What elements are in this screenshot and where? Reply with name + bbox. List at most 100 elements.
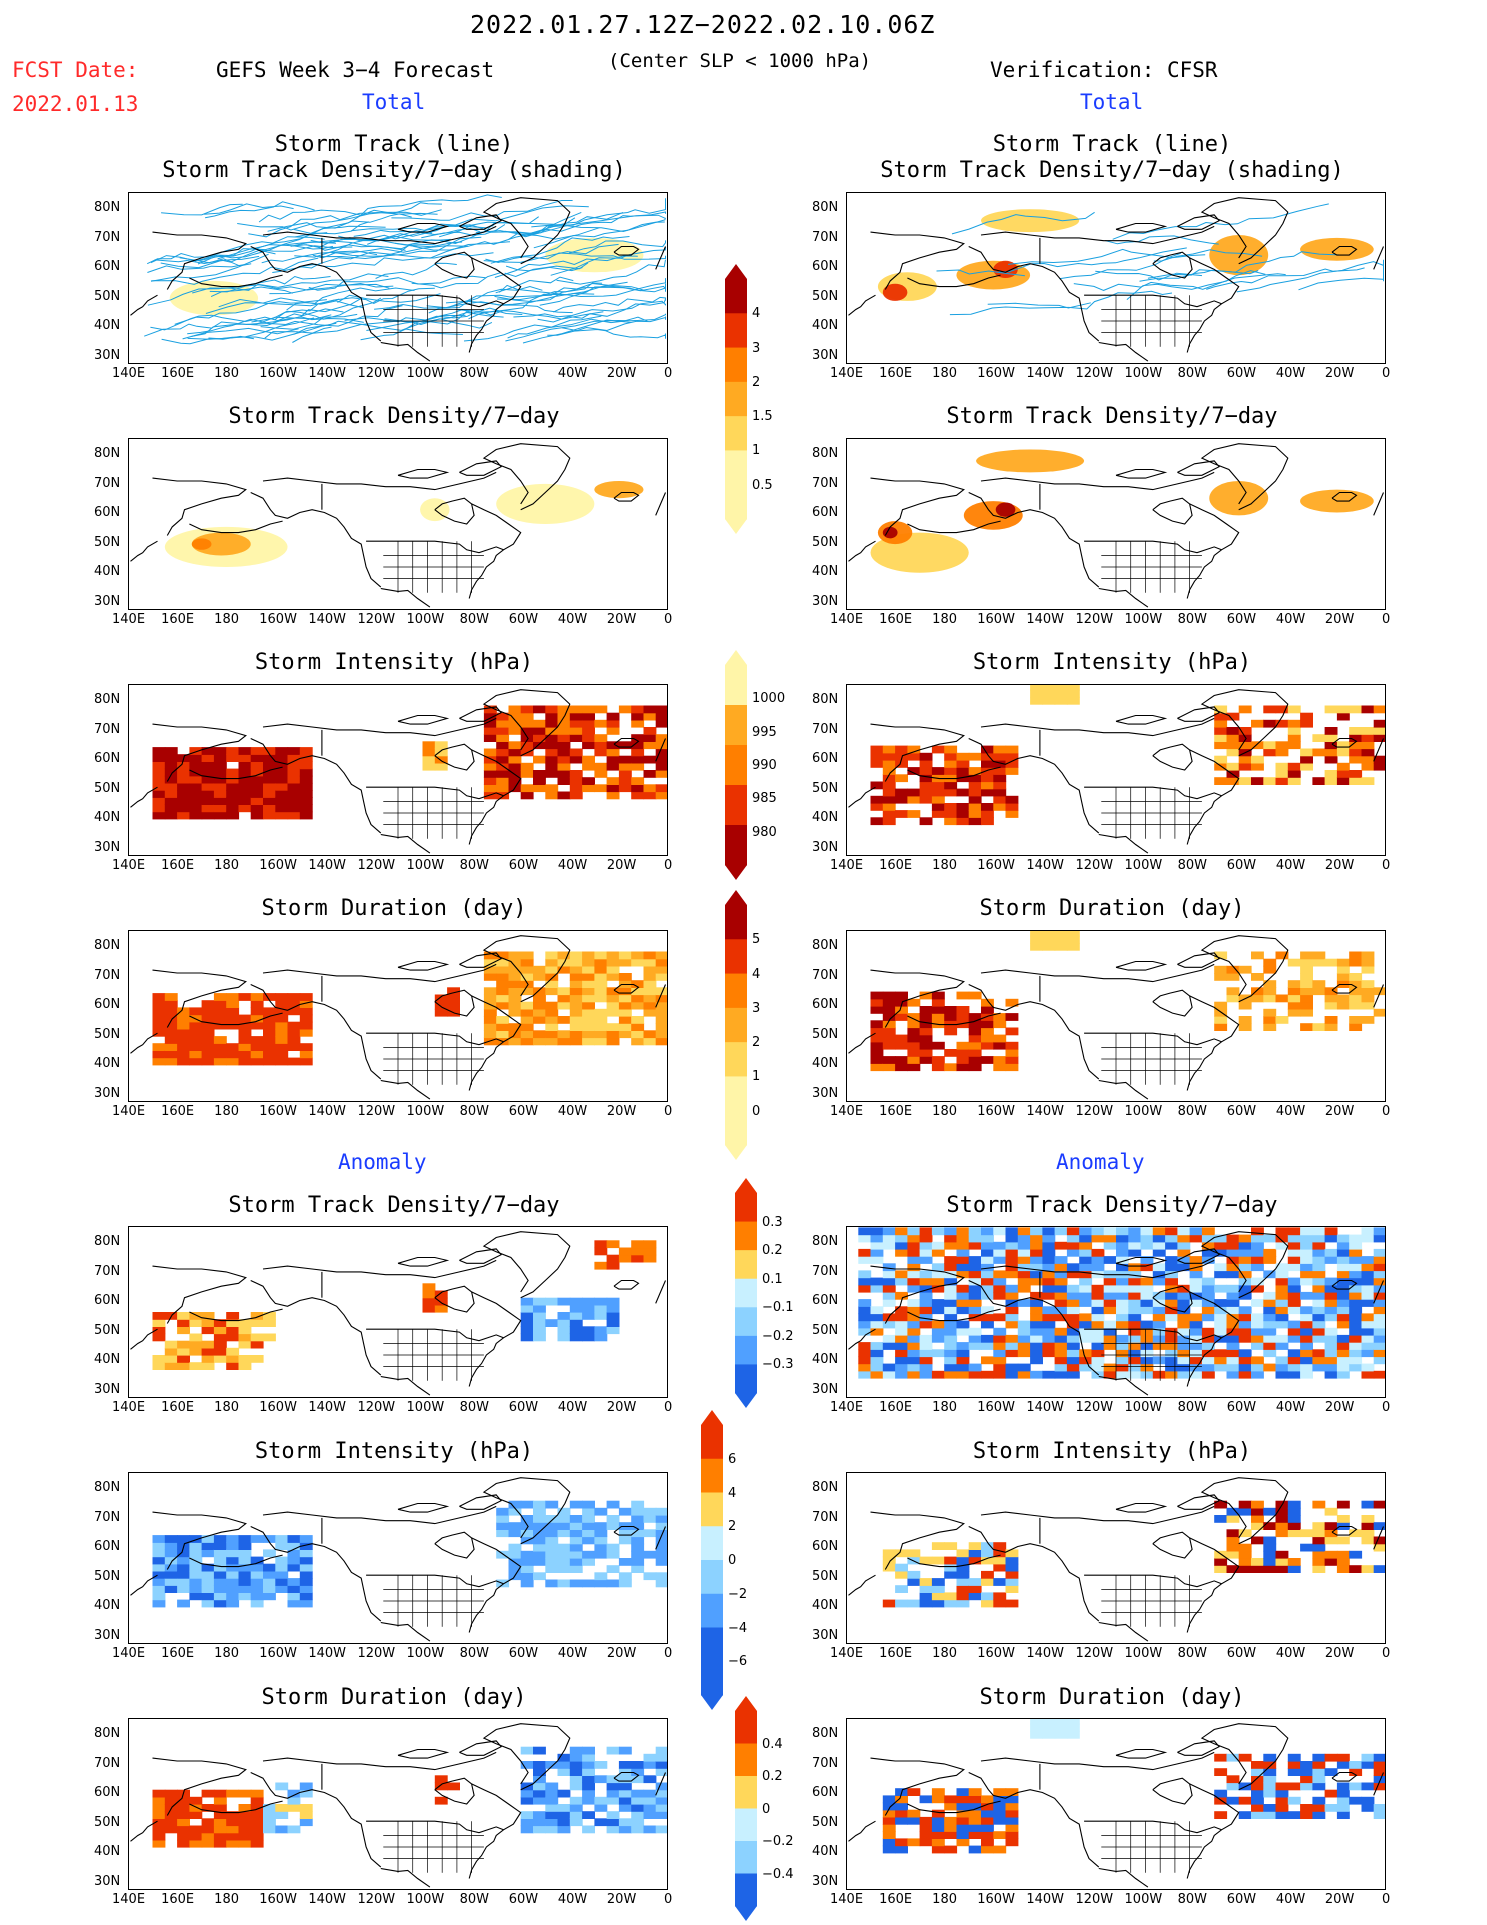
lat-label: 50N [94, 534, 121, 550]
lon-label: 160W [259, 366, 297, 381]
lat-label: 80N [812, 1234, 839, 1249]
lat-label: 40N [94, 1598, 121, 1613]
lon-label: 140W [308, 1400, 347, 1415]
lat-label: 80N [812, 200, 839, 215]
colorbar-tick-label: −6 [728, 1654, 748, 1670]
lon-label: 0 [664, 1400, 673, 1415]
lat-label: 30N [94, 1381, 121, 1397]
lon-label: 140E [112, 1892, 146, 1907]
lon-label: 140W [1026, 1104, 1065, 1119]
colorbar-tick-label: 3 [752, 340, 761, 356]
lon-label: 100W [406, 1104, 445, 1119]
lon-label: 160W [977, 1892, 1015, 1907]
lon-label: 160W [977, 1646, 1015, 1661]
lat-label: 70N [94, 1263, 121, 1279]
map-intensity-anom-right-map [846, 1472, 1386, 1644]
colorbar-tick-label: 0 [728, 1553, 737, 1568]
lon-label: 20W [606, 1892, 637, 1907]
colorbar-tick-label: 0.1 [762, 1271, 783, 1287]
lon-label: 160E [161, 612, 195, 627]
lon-label: 0 [1382, 1400, 1391, 1415]
map-duration-anom-left [128, 1718, 668, 1890]
lat-label: 30N [812, 1873, 839, 1889]
title-intensity-anom-right: Storm Intensity (hPa) [972, 1439, 1252, 1464]
lon-label: 100W [1124, 366, 1163, 381]
lon-label: 180 [214, 1400, 239, 1415]
lon-label: 120W [357, 1646, 396, 1661]
lon-label: 180 [932, 1104, 957, 1119]
colorbar-intensity-anom [700, 1410, 724, 1714]
map-track-right-map [846, 192, 1386, 364]
lat-label: 30N [94, 347, 121, 363]
lon-label: 80W [1177, 858, 1208, 873]
title-track-line-right: Storm Track (line) [992, 132, 1232, 157]
colorbar-tick-label: 985 [752, 791, 777, 807]
title-density-left: Storm Track Density/7−day [228, 404, 560, 429]
lat-label: 70N [94, 475, 121, 491]
lat-label: 40N [94, 564, 121, 579]
map-density-right-map [846, 438, 1386, 610]
lon-label: 100W [406, 366, 445, 381]
lon-label: 160W [259, 612, 297, 627]
lon-label: 140W [308, 1892, 347, 1907]
lat-label: 80N [94, 446, 121, 461]
anomaly-label-right: Anomaly [1056, 1150, 1145, 1174]
colorbar-tick-label: 1000 [752, 691, 786, 707]
lat-label: 60N [812, 1539, 839, 1554]
lon-label: 80W [1177, 366, 1208, 381]
colorbar-tick-label: 1.5 [752, 409, 773, 425]
lon-label: 20W [606, 1400, 637, 1415]
title-density-anom-left: Storm Track Density/7−day [228, 1193, 560, 1218]
lat-label: 50N [812, 780, 839, 796]
lon-label: 160W [259, 1104, 297, 1119]
map-density-left-map [128, 438, 668, 610]
lon-label: 40W [1275, 858, 1306, 873]
colorbar-tick-label: 0.4 [762, 1736, 783, 1752]
lon-label: 40W [557, 1892, 588, 1907]
lon-label: 20W [1324, 1104, 1355, 1119]
lon-label: 80W [1177, 612, 1208, 627]
lon-label: 120W [1075, 1646, 1114, 1661]
lon-label: 120W [1075, 366, 1114, 381]
lon-label: 80W [459, 858, 490, 873]
lat-label: 40N [94, 810, 121, 825]
lon-label: 140E [112, 1104, 146, 1119]
lon-label: 160W [977, 366, 1015, 381]
lat-label: 30N [94, 1085, 121, 1101]
lat-label: 40N [94, 1056, 121, 1071]
lat-label: 70N [812, 1755, 839, 1771]
lon-label: 80W [459, 1646, 490, 1661]
lon-label: 80W [459, 612, 490, 627]
lon-label: 180 [214, 1892, 239, 1907]
lon-label: 160E [161, 366, 195, 381]
lon-label: 100W [1124, 612, 1163, 627]
lat-label: 40N [94, 318, 121, 333]
lon-label: 180 [214, 612, 239, 627]
map-density-anom-left-map [128, 1226, 668, 1398]
map-duration-right [846, 930, 1386, 1102]
map-intensity-anom-left-map [128, 1472, 668, 1644]
lon-label: 100W [406, 1400, 445, 1415]
colorbar-tick-label: −2 [728, 1586, 748, 1602]
lat-label: 60N [94, 259, 121, 274]
lon-label: 180 [932, 1892, 957, 1907]
colorbar-density [724, 264, 748, 538]
slp-note: (Center SLP < 1000 hPa) [608, 50, 872, 72]
lon-label: 140W [308, 612, 347, 627]
map-duration-anom-left-map [128, 1718, 668, 1890]
lon-label: 100W [1124, 858, 1163, 873]
lat-label: 50N [812, 1814, 839, 1830]
lon-label: 180 [214, 1104, 239, 1119]
colorbar-tick-label: 6 [728, 1451, 737, 1467]
gefs-title: GEFS Week 3−4 Forecast [216, 58, 495, 82]
lon-label: 120W [357, 1400, 396, 1415]
title-intensity-left: Storm Intensity (hPa) [254, 650, 534, 675]
lat-label: 30N [94, 1627, 121, 1643]
map-density-anom-right [846, 1226, 1386, 1398]
colorbar-tick-label: 0.2 [762, 1769, 783, 1784]
lon-label: 160E [879, 1892, 913, 1907]
lon-label: 140W [1026, 1892, 1065, 1907]
map-duration-left [128, 930, 668, 1102]
fcst-date-value: 2022.01.13 [12, 92, 139, 116]
colorbar-tick-label: −4 [728, 1620, 748, 1636]
